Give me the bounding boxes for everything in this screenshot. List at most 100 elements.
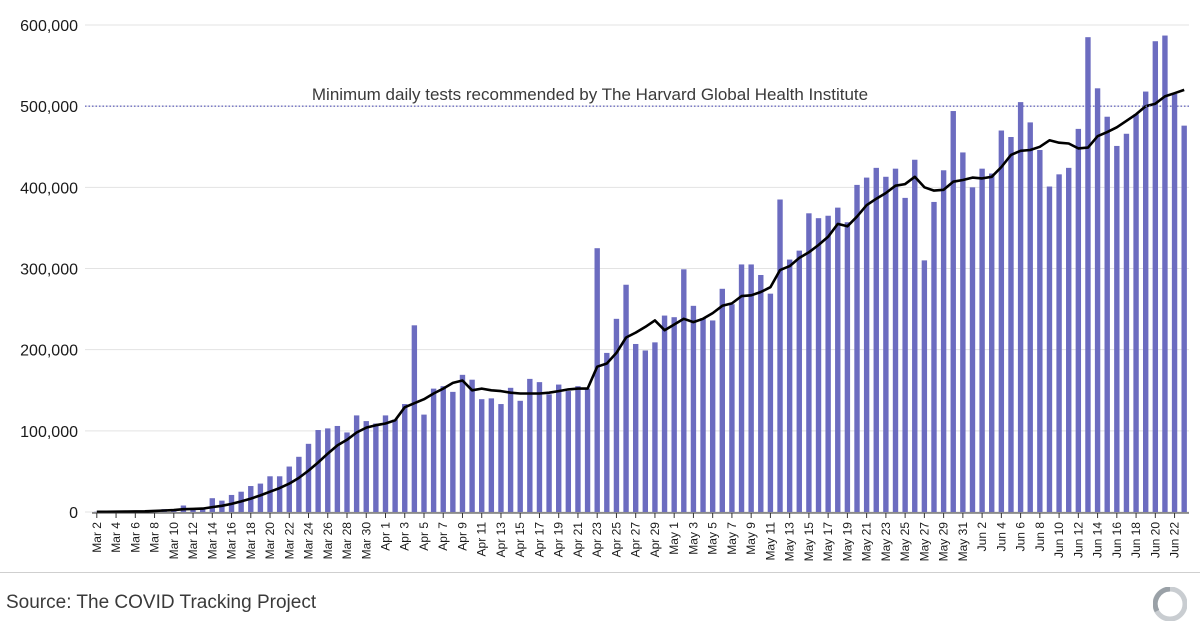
covid-tracking-project-logo-icon bbox=[1153, 587, 1187, 621]
bar bbox=[623, 284, 629, 512]
x-tick-label: May 7 bbox=[725, 522, 739, 555]
x-tick-label: Apr 21 bbox=[571, 522, 585, 558]
x-tick-label: Apr 23 bbox=[590, 522, 604, 558]
bar bbox=[1181, 125, 1187, 512]
x-tick-label: Mar 16 bbox=[225, 522, 239, 560]
bar bbox=[209, 498, 215, 512]
bar bbox=[411, 325, 418, 512]
x-tick-label: Apr 7 bbox=[436, 522, 450, 551]
bar bbox=[796, 250, 802, 513]
bar bbox=[257, 483, 264, 512]
bar bbox=[507, 387, 514, 512]
bar bbox=[969, 187, 976, 513]
x-tick-label: May 21 bbox=[860, 522, 874, 562]
x-tick-label: May 13 bbox=[783, 522, 797, 562]
bar bbox=[334, 425, 341, 512]
bar bbox=[353, 415, 360, 512]
bar bbox=[979, 168, 985, 513]
bar bbox=[863, 177, 870, 513]
x-tick-label: Mar 26 bbox=[321, 522, 335, 560]
source-note: Source: The COVID Tracking Project bbox=[6, 592, 317, 613]
bar bbox=[382, 415, 389, 512]
bar bbox=[960, 152, 966, 512]
x-tick-label: Mar 18 bbox=[244, 522, 258, 560]
x-tick-label: Jun 14 bbox=[1091, 522, 1105, 558]
bar bbox=[719, 288, 725, 512]
x-tick-label: Apr 13 bbox=[494, 522, 508, 558]
bar bbox=[296, 456, 302, 512]
x-tick-label: Mar 22 bbox=[282, 522, 296, 560]
y-tick-label: 100,000 bbox=[20, 424, 78, 441]
x-tick-label: Jun 20 bbox=[1148, 522, 1162, 558]
x-tick-label: May 3 bbox=[686, 522, 700, 555]
bar bbox=[758, 274, 764, 512]
bar bbox=[844, 222, 851, 513]
x-tick-label: Mar 24 bbox=[302, 522, 316, 560]
chart: 0 100,000 200,000 300,000 400,000 500,000 600,… bbox=[20, 18, 1189, 562]
bar bbox=[815, 218, 822, 512]
bar bbox=[1085, 37, 1091, 513]
bar bbox=[1104, 116, 1110, 513]
x-tick-label: Jun 4 bbox=[994, 522, 1008, 552]
bar bbox=[276, 476, 283, 512]
bar bbox=[286, 466, 292, 512]
bar bbox=[546, 394, 552, 512]
bar bbox=[921, 260, 928, 512]
bar bbox=[1066, 167, 1072, 512]
x-tick-label: Apr 15 bbox=[513, 522, 527, 558]
x-tick-label: Jun 12 bbox=[1071, 522, 1085, 558]
x-tick-label: Jun 8 bbox=[1033, 522, 1047, 552]
x-tick-label: Mar 14 bbox=[205, 522, 219, 560]
x-tick-label: Mar 2 bbox=[90, 522, 104, 553]
bar bbox=[488, 398, 495, 512]
bar bbox=[479, 399, 485, 512]
x-tick-label: Jun 18 bbox=[1129, 522, 1143, 558]
bar bbox=[1133, 114, 1139, 513]
bar bbox=[392, 419, 398, 512]
x-tick-label: Apr 29 bbox=[648, 522, 662, 558]
x-tick-label: May 25 bbox=[898, 522, 912, 562]
x-tick-label: May 31 bbox=[956, 522, 970, 562]
bar bbox=[1008, 137, 1014, 512]
x-tick-label: Mar 30 bbox=[359, 522, 373, 560]
bar bbox=[854, 184, 860, 513]
x-tick-label: Apr 3 bbox=[398, 522, 412, 551]
x-tick-label: Apr 5 bbox=[417, 522, 431, 551]
bar bbox=[315, 430, 321, 512]
x-tick-label: Mar 8 bbox=[148, 522, 162, 553]
x-tick-label: Apr 25 bbox=[609, 522, 623, 558]
bar bbox=[989, 173, 995, 512]
bar bbox=[527, 378, 533, 512]
footer-divider bbox=[0, 572, 1200, 573]
bar bbox=[363, 421, 369, 512]
x-tick-label: Jun 6 bbox=[1014, 522, 1028, 552]
bar bbox=[950, 111, 956, 512]
x-tick-label: Jun 10 bbox=[1052, 522, 1066, 558]
bar bbox=[806, 213, 812, 512]
bar bbox=[883, 176, 889, 512]
x-tick-label: May 1 bbox=[667, 522, 681, 555]
bar bbox=[536, 382, 543, 512]
bar bbox=[344, 432, 350, 512]
bar bbox=[931, 201, 937, 512]
x-axis: Mar 2 Mar 4 Mar 6 Mar 8 Mar 10 Mar 12 Mar 14 Ma… bbox=[90, 512, 1189, 562]
x-tick-label: Mar 10 bbox=[167, 522, 181, 560]
bar bbox=[440, 386, 446, 512]
y-axis: 0 100,000 200,000 300,000 400,000 500,000 600,… bbox=[20, 18, 78, 522]
bar bbox=[565, 391, 572, 512]
bar bbox=[690, 305, 697, 512]
bar bbox=[459, 374, 466, 512]
bar bbox=[421, 414, 427, 512]
x-tick-label: Apr 9 bbox=[455, 522, 469, 551]
bar bbox=[652, 342, 658, 512]
x-tick-label: Apr 19 bbox=[552, 522, 566, 558]
bar bbox=[594, 248, 600, 513]
bar bbox=[1114, 145, 1120, 512]
bar bbox=[613, 318, 620, 512]
bar bbox=[267, 476, 273, 512]
bar bbox=[902, 197, 908, 512]
reference-line-label: Minimum daily tests recommended by The H… bbox=[312, 85, 868, 104]
bar bbox=[556, 384, 562, 512]
bar bbox=[325, 428, 331, 512]
x-tick-label: May 19 bbox=[840, 522, 854, 562]
